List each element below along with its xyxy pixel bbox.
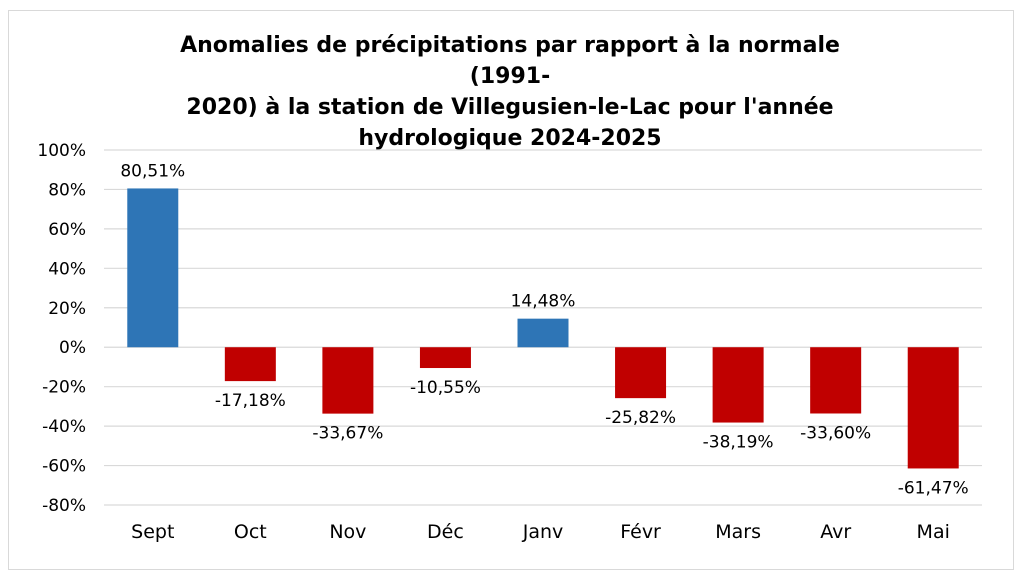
bar-mai [907, 347, 959, 469]
x-category-label: Déc [427, 521, 464, 543]
bar-mars [712, 347, 764, 423]
data-label: 14,48% [511, 292, 576, 312]
y-tick-label: 20% [48, 299, 86, 319]
bar-janv [517, 318, 569, 348]
y-tick-label: -20% [42, 378, 86, 398]
chart-title: Anomalies de précipitations par rapport … [180, 33, 840, 151]
y-tick-label: -80% [42, 496, 86, 516]
y-tick-label: 100% [37, 141, 86, 161]
y-tick-label: 0% [59, 338, 86, 358]
data-label: -61,47% [898, 478, 969, 498]
x-category-label: Mars [715, 521, 761, 543]
data-label: -38,19% [703, 433, 774, 453]
x-category-label: Févr [620, 521, 661, 543]
x-category-label: Janv [522, 521, 564, 543]
y-axis-labels: 100% 80% 60% 40% 20% 0% -20% -40% -60% -80% [37, 141, 86, 516]
bar-nov [322, 347, 374, 414]
y-tick-label: 80% [48, 180, 86, 200]
x-category-label: Avr [820, 521, 851, 543]
x-axis-labels: Sept Oct Nov Déc Janv Févr Mars Avr Mai [131, 521, 950, 543]
bar-oct [224, 347, 276, 382]
y-tick-label: -40% [42, 417, 86, 437]
y-tick-label: 60% [48, 220, 86, 240]
x-category-label: Sept [131, 521, 174, 543]
data-label: -33,67% [312, 424, 383, 444]
bars [127, 188, 959, 469]
data-labels: 80,51% -17,18% -33,67% -10,55% 14,48% -25,82%… [120, 161, 968, 498]
bar-déc [419, 347, 471, 369]
x-category-label: Mai [917, 521, 950, 543]
y-tick-label: -60% [42, 457, 86, 477]
y-tick-label: 40% [48, 259, 86, 279]
data-label: 80,51% [120, 161, 185, 181]
data-label: -25,82% [605, 408, 676, 428]
x-category-label: Oct [234, 521, 267, 543]
bar-avr [810, 347, 862, 414]
bar-sept [127, 188, 179, 348]
bar-févr [615, 347, 667, 399]
data-label: -17,18% [215, 391, 286, 411]
data-label: -10,55% [410, 378, 481, 398]
data-label: -33,60% [800, 423, 871, 443]
x-category-label: Nov [329, 521, 366, 543]
